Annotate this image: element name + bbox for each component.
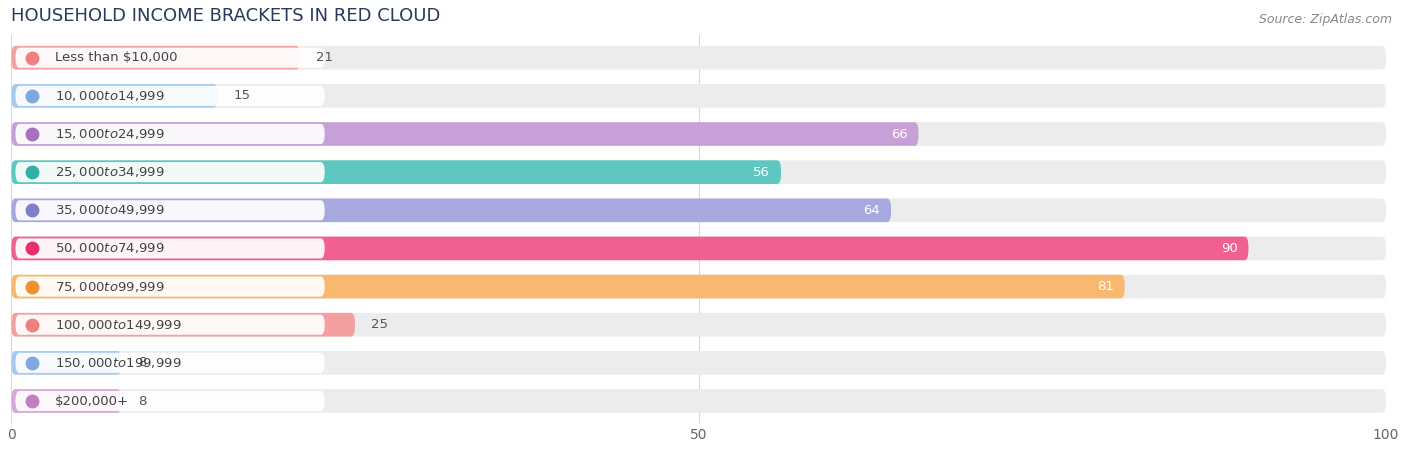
FancyBboxPatch shape — [15, 315, 325, 335]
Text: 64: 64 — [863, 204, 880, 217]
FancyBboxPatch shape — [11, 160, 782, 184]
FancyBboxPatch shape — [15, 124, 325, 144]
Text: 8: 8 — [138, 357, 146, 370]
FancyBboxPatch shape — [15, 277, 325, 297]
Text: $25,000 to $34,999: $25,000 to $34,999 — [55, 165, 165, 179]
Text: $150,000 to $199,999: $150,000 to $199,999 — [55, 356, 181, 370]
Text: $10,000 to $14,999: $10,000 to $14,999 — [55, 89, 165, 103]
Text: Less than $10,000: Less than $10,000 — [55, 51, 177, 64]
FancyBboxPatch shape — [11, 84, 218, 108]
FancyBboxPatch shape — [11, 84, 1386, 108]
FancyBboxPatch shape — [11, 275, 1125, 299]
Text: 66: 66 — [891, 128, 907, 141]
FancyBboxPatch shape — [15, 200, 325, 220]
Text: 81: 81 — [1097, 280, 1114, 293]
FancyBboxPatch shape — [11, 351, 121, 374]
FancyBboxPatch shape — [11, 198, 1386, 222]
FancyBboxPatch shape — [11, 237, 1249, 260]
FancyBboxPatch shape — [11, 46, 1386, 70]
Text: Source: ZipAtlas.com: Source: ZipAtlas.com — [1258, 13, 1392, 26]
FancyBboxPatch shape — [11, 160, 1386, 184]
FancyBboxPatch shape — [11, 237, 1386, 260]
FancyBboxPatch shape — [11, 46, 299, 70]
Text: $100,000 to $149,999: $100,000 to $149,999 — [55, 318, 181, 332]
FancyBboxPatch shape — [15, 353, 325, 373]
Text: 90: 90 — [1220, 242, 1237, 255]
FancyBboxPatch shape — [15, 162, 325, 182]
FancyBboxPatch shape — [11, 198, 891, 222]
FancyBboxPatch shape — [15, 238, 325, 259]
Text: 21: 21 — [316, 51, 333, 64]
FancyBboxPatch shape — [11, 389, 1386, 413]
Text: 25: 25 — [371, 318, 388, 331]
Text: $200,000+: $200,000+ — [55, 395, 129, 408]
FancyBboxPatch shape — [11, 389, 121, 413]
FancyBboxPatch shape — [11, 275, 1386, 299]
FancyBboxPatch shape — [11, 313, 354, 337]
FancyBboxPatch shape — [11, 122, 1386, 146]
FancyBboxPatch shape — [11, 122, 918, 146]
Text: $35,000 to $49,999: $35,000 to $49,999 — [55, 203, 165, 217]
Text: 56: 56 — [754, 166, 770, 179]
FancyBboxPatch shape — [15, 48, 325, 68]
Text: $50,000 to $74,999: $50,000 to $74,999 — [55, 242, 165, 255]
Text: HOUSEHOLD INCOME BRACKETS IN RED CLOUD: HOUSEHOLD INCOME BRACKETS IN RED CLOUD — [11, 7, 440, 25]
FancyBboxPatch shape — [11, 313, 1386, 337]
Text: 15: 15 — [233, 89, 252, 102]
Text: 8: 8 — [138, 395, 146, 408]
FancyBboxPatch shape — [15, 86, 325, 106]
Text: $75,000 to $99,999: $75,000 to $99,999 — [55, 280, 165, 294]
Text: $15,000 to $24,999: $15,000 to $24,999 — [55, 127, 165, 141]
FancyBboxPatch shape — [15, 391, 325, 411]
FancyBboxPatch shape — [11, 351, 1386, 374]
